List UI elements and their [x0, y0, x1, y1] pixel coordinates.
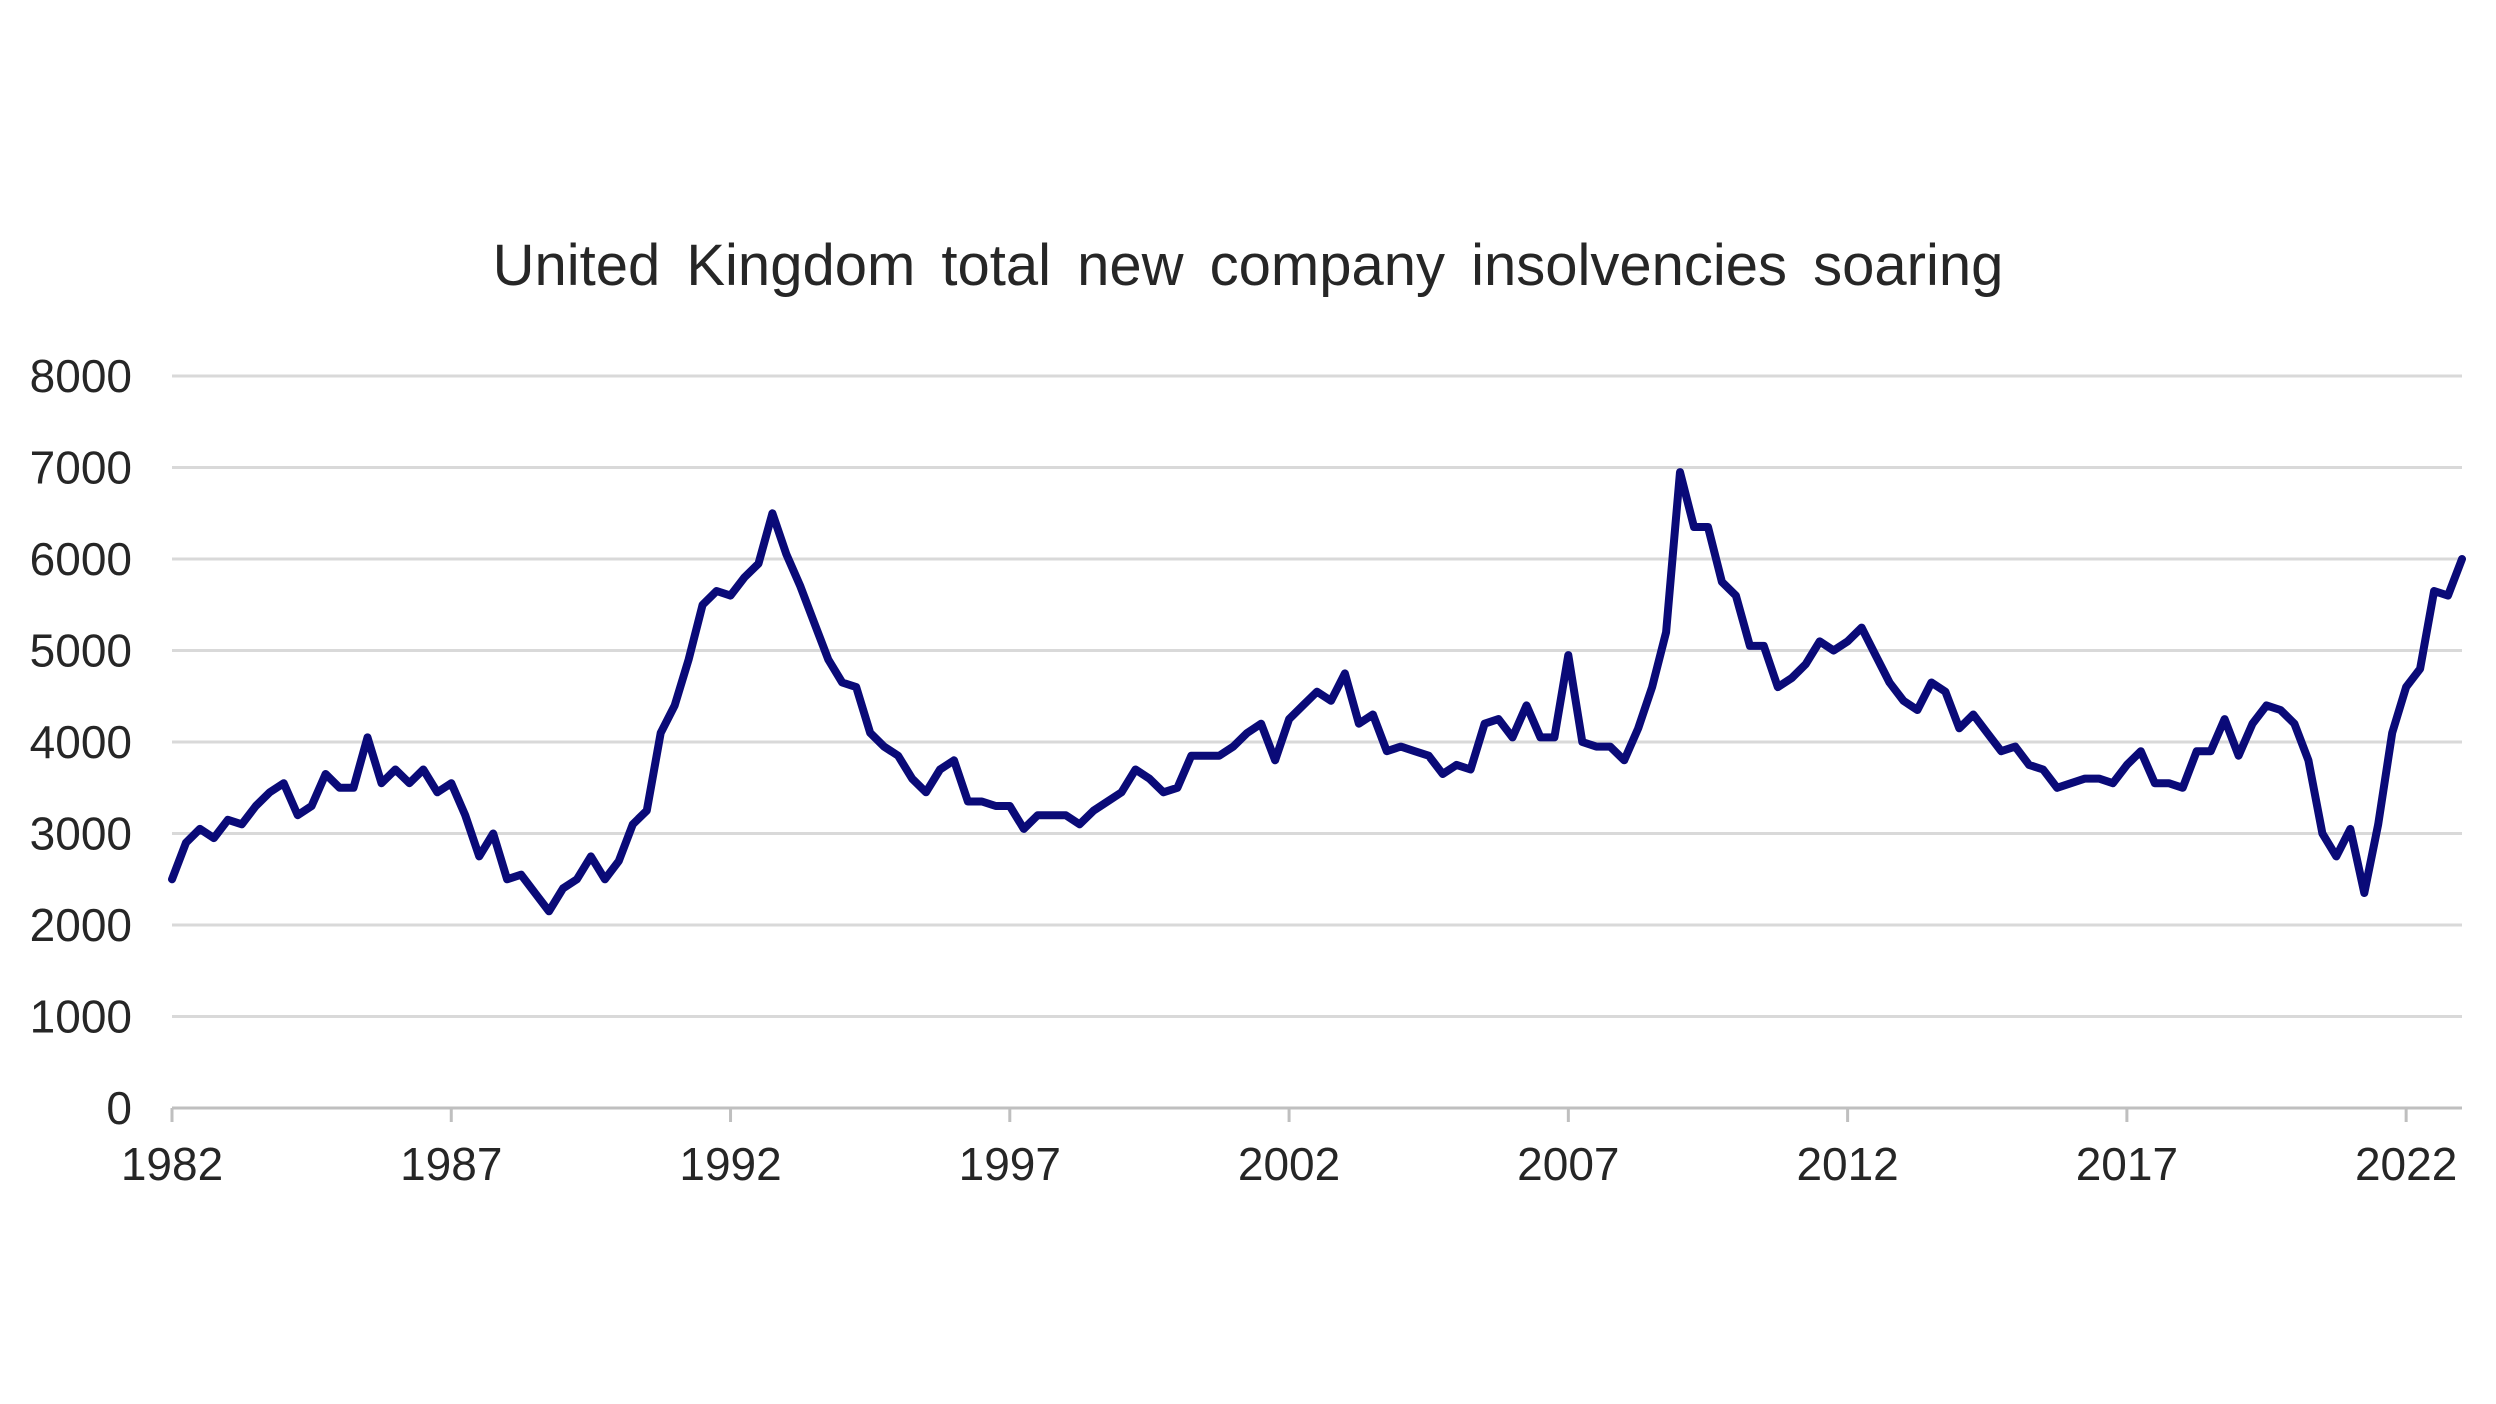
- y-tick-label: 1000: [30, 991, 132, 1043]
- x-tick-label: 2017: [2076, 1138, 2178, 1190]
- y-tick-label: 7000: [30, 442, 132, 494]
- x-tick-label: 1987: [400, 1138, 502, 1190]
- x-tick-label: 1997: [959, 1138, 1061, 1190]
- x-tick-label: 2007: [1517, 1138, 1619, 1190]
- x-tick-label: 2022: [2355, 1138, 2457, 1190]
- x-tick-label: 2002: [1238, 1138, 1340, 1190]
- y-tick-label: 5000: [30, 625, 132, 677]
- series-line-0: [168, 468, 2466, 916]
- chart-title: United Kingdom total new company insolve…: [492, 233, 2004, 298]
- series-layer: [168, 468, 2466, 916]
- y-tick-label: 0: [106, 1082, 132, 1134]
- y-axis: 0 1000 2000 3000 4000 5000 6000 7000 8000: [30, 350, 132, 1134]
- y-tick-label: 2000: [30, 899, 132, 951]
- x-tick-label: 1992: [679, 1138, 781, 1190]
- y-tick-label: 6000: [30, 533, 132, 585]
- gridlines: [172, 374, 2462, 1018]
- x-tick-label: 1982: [121, 1138, 223, 1190]
- x-tick-label: 2012: [1796, 1138, 1898, 1190]
- x-axis: 1982 1987 1992 1997 2002 2007 2012 2017 2022: [121, 1106, 2462, 1190]
- y-tick-label: 3000: [30, 808, 132, 860]
- y-tick-label: 8000: [30, 350, 132, 402]
- y-tick-label: 4000: [30, 716, 132, 768]
